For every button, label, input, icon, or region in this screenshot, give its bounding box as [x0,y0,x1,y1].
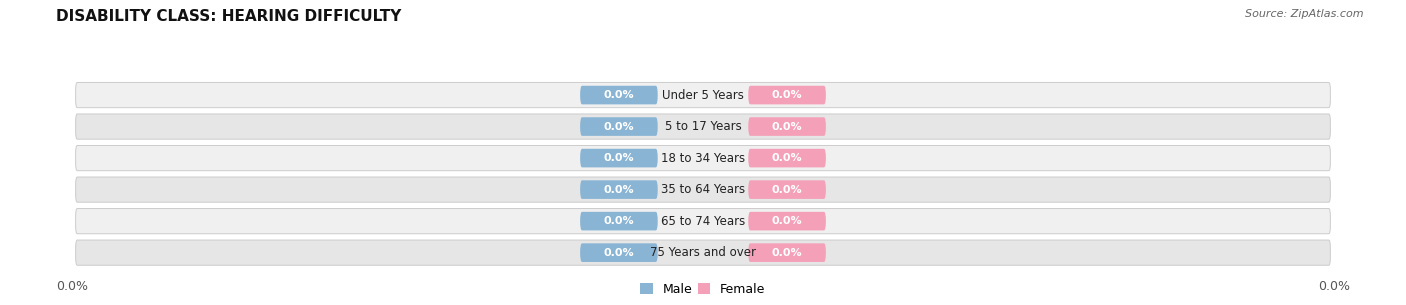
FancyBboxPatch shape [748,243,825,262]
FancyBboxPatch shape [76,177,1330,202]
Text: 0.0%: 0.0% [772,248,803,258]
Text: 0.0%: 0.0% [603,153,634,163]
FancyBboxPatch shape [748,86,825,104]
Text: 0.0%: 0.0% [603,90,634,100]
FancyBboxPatch shape [581,243,658,262]
FancyBboxPatch shape [76,114,1330,139]
Text: 0.0%: 0.0% [603,122,634,131]
FancyBboxPatch shape [76,145,1330,171]
Text: 0.0%: 0.0% [772,122,803,131]
FancyBboxPatch shape [748,149,825,167]
Text: Source: ZipAtlas.com: Source: ZipAtlas.com [1246,9,1364,19]
Text: 0.0%: 0.0% [603,248,634,258]
Text: 0.0%: 0.0% [56,280,89,293]
FancyBboxPatch shape [748,117,825,136]
Text: 65 to 74 Years: 65 to 74 Years [661,215,745,228]
Text: 0.0%: 0.0% [1317,280,1350,293]
Text: 0.0%: 0.0% [772,90,803,100]
FancyBboxPatch shape [581,180,658,199]
Text: 0.0%: 0.0% [772,216,803,226]
FancyBboxPatch shape [581,86,658,104]
FancyBboxPatch shape [76,209,1330,234]
Text: Under 5 Years: Under 5 Years [662,88,744,102]
FancyBboxPatch shape [76,240,1330,265]
Text: 5 to 17 Years: 5 to 17 Years [665,120,741,133]
Text: 0.0%: 0.0% [772,153,803,163]
FancyBboxPatch shape [748,180,825,199]
Text: 18 to 34 Years: 18 to 34 Years [661,152,745,165]
Legend: Male, Female: Male, Female [641,283,765,296]
Text: 35 to 64 Years: 35 to 64 Years [661,183,745,196]
Text: 0.0%: 0.0% [772,185,803,195]
Text: 75 Years and over: 75 Years and over [650,246,756,259]
FancyBboxPatch shape [581,212,658,231]
Text: 0.0%: 0.0% [603,216,634,226]
FancyBboxPatch shape [76,82,1330,108]
FancyBboxPatch shape [581,117,658,136]
Text: DISABILITY CLASS: HEARING DIFFICULTY: DISABILITY CLASS: HEARING DIFFICULTY [56,9,402,24]
FancyBboxPatch shape [748,212,825,231]
FancyBboxPatch shape [581,149,658,167]
Text: 0.0%: 0.0% [603,185,634,195]
